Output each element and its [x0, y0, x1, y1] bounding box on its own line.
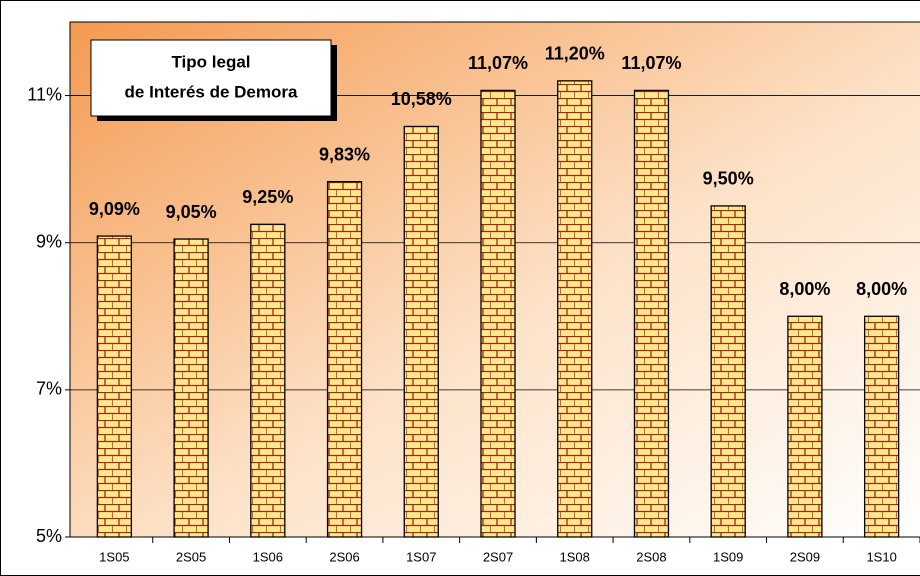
x-tick-label: 2S06: [329, 549, 359, 564]
x-tick-label: 2S08: [636, 549, 666, 564]
x-tick-label: 1S06: [253, 549, 283, 564]
x-tick-label: 2S09: [790, 549, 820, 564]
bar: [863, 315, 900, 538]
x-tick-label: 1S07: [406, 549, 436, 564]
bar: [557, 80, 593, 538]
x-tick-label: 2S05: [176, 549, 206, 564]
chart-title: de Interés de Demora: [125, 82, 298, 101]
value-label: 8,00%: [856, 279, 907, 299]
bar: [326, 180, 363, 538]
value-label: 11,07%: [621, 53, 681, 73]
bar: [96, 235, 133, 538]
bar: [710, 205, 746, 538]
y-tick-label: 7%: [36, 379, 62, 399]
bar: [173, 238, 209, 538]
x-tick-label: 1S09: [713, 549, 743, 564]
value-label: 11,07%: [468, 53, 528, 73]
y-tick-label: 9%: [36, 231, 62, 251]
x-tick-label: 1S10: [866, 549, 896, 564]
bar: [787, 315, 823, 538]
value-label: 8,00%: [779, 279, 830, 299]
bar: [250, 223, 286, 538]
x-tick-label: 1S08: [560, 549, 590, 564]
bar: [403, 125, 439, 538]
x-tick-label: 2S07: [483, 549, 513, 564]
bar: [633, 89, 670, 538]
x-tick-label: 1S05: [99, 549, 129, 564]
value-label: 9,83%: [319, 144, 370, 164]
value-label: 9,09%: [89, 199, 140, 219]
value-label: 10,58%: [391, 89, 452, 109]
y-tick-label: 11%: [27, 84, 62, 104]
title-box: [90, 39, 332, 117]
value-label: 11,20%: [545, 44, 605, 64]
value-label: 9,05%: [166, 202, 217, 222]
y-tick-label: 5%: [36, 526, 62, 546]
value-label: 9,50%: [703, 169, 754, 189]
value-label: 9,25%: [242, 187, 293, 207]
bar: [480, 89, 516, 538]
chart-title: Tipo legal: [171, 52, 250, 71]
